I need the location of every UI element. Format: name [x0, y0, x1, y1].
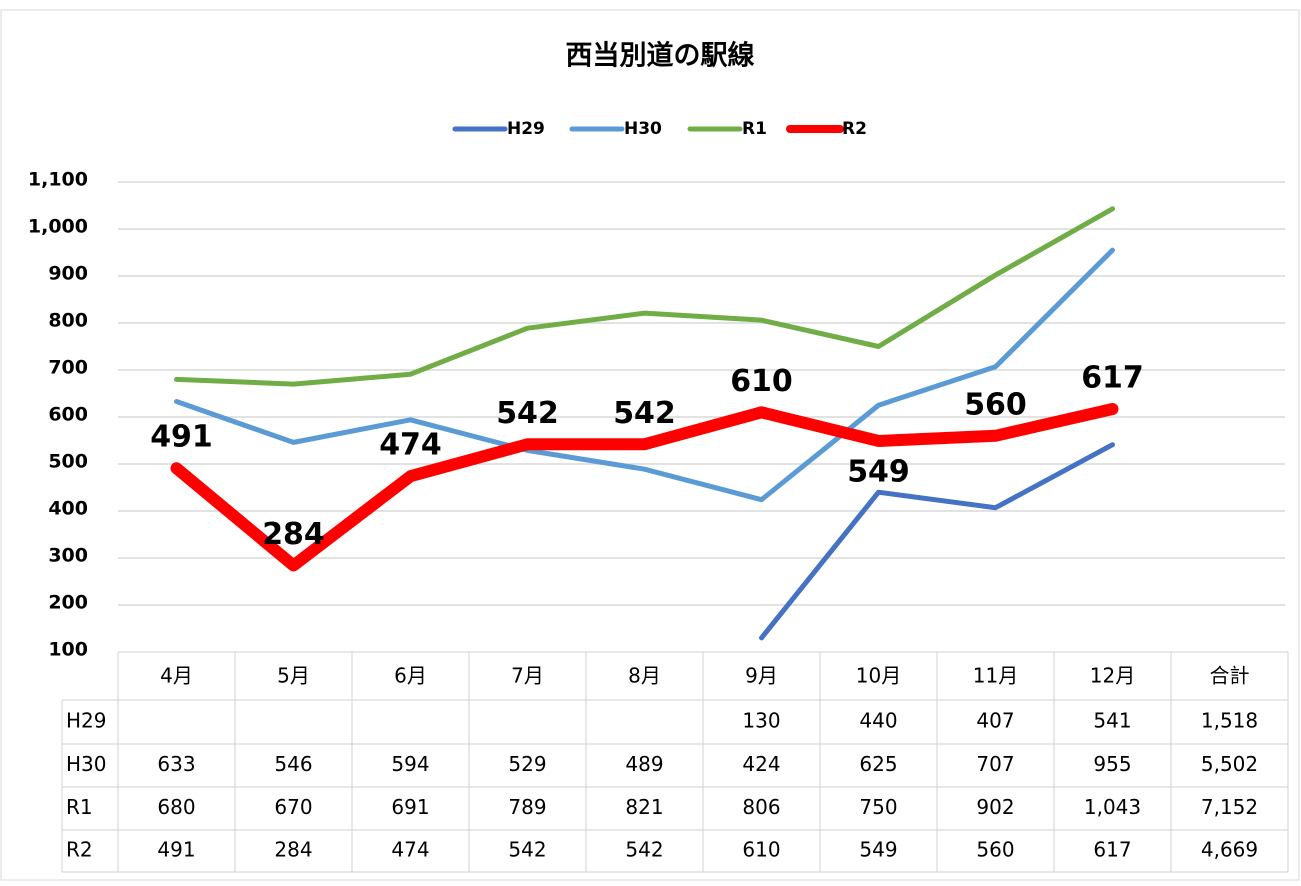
table-cell: 707 — [976, 752, 1014, 776]
series-line — [174, 247, 1115, 503]
legend-label: H30 — [624, 119, 662, 139]
data-label: 542 — [496, 396, 559, 431]
table-cell: 560 — [976, 838, 1014, 862]
data-label: 284 — [262, 517, 325, 552]
chart-title: 西当別道の駅線 — [566, 40, 755, 72]
legend-label: R1 — [742, 119, 767, 139]
data-label: 491 — [150, 420, 213, 455]
y-tick-label: 1,000 — [28, 216, 88, 238]
x-tick-label: 6月 — [394, 664, 427, 688]
table-cell: 407 — [976, 709, 1014, 733]
y-tick-label: 900 — [48, 263, 88, 285]
table-cell: 806 — [742, 795, 780, 819]
data-label: 549 — [847, 454, 910, 489]
data-label: 610 — [730, 364, 793, 399]
table-cell: 5,502 — [1201, 752, 1258, 776]
x-tick-label: 4月 — [160, 664, 193, 688]
row-label: H29 — [66, 709, 107, 733]
series-line — [170, 403, 1119, 572]
x-tick-label: 7月 — [511, 664, 544, 688]
table-cell: 542 — [508, 838, 546, 862]
table-cell: 1,518 — [1201, 709, 1258, 733]
y-tick-label: 300 — [48, 545, 88, 567]
table-cell: 546 — [274, 752, 312, 776]
table-cell: 594 — [391, 752, 429, 776]
row-label: R2 — [66, 838, 93, 862]
table-cell: 549 — [859, 838, 897, 862]
table-cell: 542 — [625, 838, 663, 862]
table-cell: 625 — [859, 752, 897, 776]
y-tick-label: 100 — [48, 639, 88, 661]
x-tick-label: 10月 — [856, 664, 901, 688]
table-cell: 541 — [1093, 709, 1131, 733]
table-cell: 474 — [391, 838, 429, 862]
table-cell: 489 — [625, 752, 663, 776]
data-label: 474 — [379, 428, 442, 463]
table-header: 合計 — [1210, 664, 1250, 688]
series-line — [759, 442, 1115, 641]
row-label: H30 — [66, 752, 107, 776]
x-tick-label: 11月 — [973, 664, 1018, 688]
y-tick-label: 800 — [48, 310, 88, 332]
table-cell: 491 — [157, 838, 195, 862]
x-tick-label: 12月 — [1090, 664, 1135, 688]
y-tick-label: 200 — [48, 592, 88, 614]
y-tick-label: 400 — [48, 498, 88, 520]
table-cell: 130 — [742, 709, 780, 733]
table-cell: 7,152 — [1201, 795, 1258, 819]
x-tick-label: 9月 — [745, 664, 778, 688]
x-tick-label: 5月 — [277, 664, 310, 688]
table-cell: 633 — [157, 752, 195, 776]
table-cell: 4,669 — [1201, 838, 1258, 862]
legend-label: H29 — [507, 119, 545, 139]
table-cell: 902 — [976, 795, 1014, 819]
legend-label: R2 — [842, 119, 867, 139]
table-cell: 680 — [157, 795, 195, 819]
y-tick-label: 600 — [48, 404, 88, 426]
series-line — [174, 206, 1115, 387]
table-cell: 610 — [742, 838, 780, 862]
data-label: 560 — [964, 387, 1027, 422]
table-cell: 691 — [391, 795, 429, 819]
table-cell: 424 — [742, 752, 780, 776]
table-cell: 750 — [859, 795, 897, 819]
x-tick-label: 8月 — [628, 664, 661, 688]
table-cell: 617 — [1093, 838, 1131, 862]
table-cell: 284 — [274, 838, 312, 862]
table-cell: 440 — [859, 709, 897, 733]
table-cell: 955 — [1093, 752, 1131, 776]
y-tick-label: 500 — [48, 451, 88, 473]
data-label: 542 — [613, 396, 676, 431]
table-cell: 789 — [508, 795, 546, 819]
y-tick-label: 1,100 — [28, 169, 88, 191]
table-cell: 529 — [508, 752, 546, 776]
row-label: R1 — [66, 795, 93, 819]
y-tick-label: 700 — [48, 357, 88, 379]
data-label: 617 — [1081, 361, 1144, 396]
table-cell: 1,043 — [1084, 795, 1141, 819]
table-cell: 670 — [274, 795, 312, 819]
table-cell: 821 — [625, 795, 663, 819]
